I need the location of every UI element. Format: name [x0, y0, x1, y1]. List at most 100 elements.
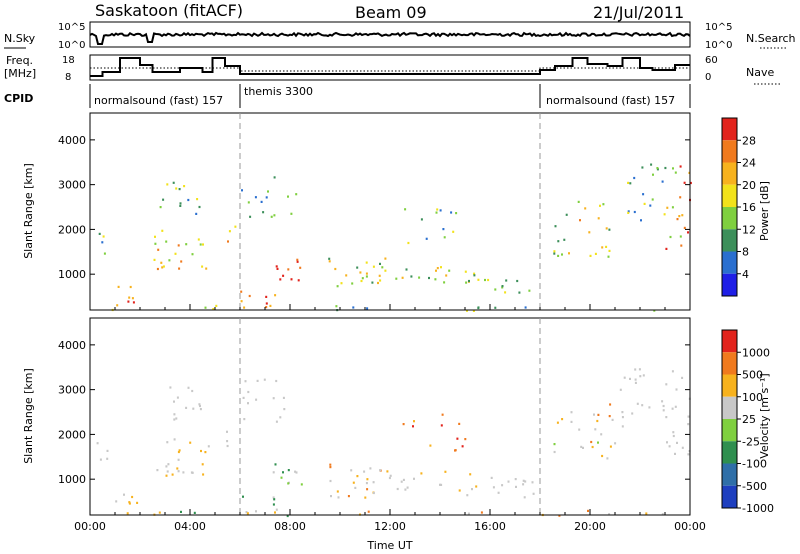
echo-cell [158, 511, 161, 514]
echo-cell [242, 396, 245, 399]
echo-cell [177, 450, 180, 454]
echo-cell [153, 258, 156, 261]
echo-cell [240, 300, 243, 303]
echo-cell [249, 215, 252, 218]
echo-cell [116, 304, 119, 307]
echo-cell [177, 458, 180, 461]
y-tick-label: 3000 [58, 179, 86, 192]
echo-cell [161, 229, 164, 232]
freq-left-tick-top: 18 [62, 55, 75, 66]
echo-cell [440, 424, 443, 427]
echo-cell [674, 171, 677, 174]
echo-cell [366, 478, 369, 481]
echo-cell [173, 413, 176, 416]
noise-left-tick-bottom: 10^0 [58, 40, 85, 51]
echo-cell [367, 510, 370, 513]
echo-cell [689, 181, 692, 185]
echo-cell [602, 203, 605, 206]
echo-cell [668, 445, 671, 448]
echo-cell [178, 267, 181, 270]
echo-cell [674, 405, 677, 408]
echo-cell [687, 453, 690, 456]
echo-cell [247, 390, 250, 394]
echo-cell [662, 409, 665, 412]
echo-cell [128, 296, 131, 299]
echo-cell [101, 241, 104, 244]
echo-cell [439, 209, 442, 212]
echo-cell [379, 469, 382, 472]
echo-cell [608, 415, 611, 418]
echo-cell [443, 281, 446, 284]
echo-cell [276, 267, 279, 270]
colorbar-tick-label: 1000 [742, 346, 770, 359]
echo-cell [299, 266, 302, 269]
echo-cell [441, 413, 444, 416]
echo-cell [445, 274, 448, 277]
echo-cell [607, 255, 610, 258]
echo-cell [99, 458, 102, 461]
colorbar-segment [722, 273, 737, 296]
echo-cell [182, 471, 185, 474]
echo-cell [484, 278, 486, 282]
echo-cell [501, 484, 504, 487]
echo-cell [599, 204, 601, 207]
echo-cell [405, 268, 408, 271]
echo-cell [366, 307, 369, 310]
echo-cell [452, 230, 455, 233]
echo-cell [156, 469, 159, 472]
echo-cell [117, 285, 120, 288]
echo-cell [597, 217, 600, 220]
echo-cell [465, 281, 468, 284]
echo-cell [201, 463, 204, 466]
echo-cell [407, 241, 410, 245]
colorbar-tick-label: 100 [742, 391, 763, 404]
echo-cell [183, 185, 186, 188]
echo-cell [255, 398, 258, 401]
echo-cell [671, 407, 674, 410]
echo-cell [678, 215, 681, 218]
echo-cell [272, 503, 275, 506]
echo-cell [334, 267, 337, 271]
echo-cell [420, 472, 423, 475]
echo-cell [477, 278, 480, 281]
echo-cell [679, 235, 682, 238]
echo-cell [279, 278, 282, 281]
echo-cell [345, 274, 348, 277]
echo-cell [639, 375, 642, 378]
echo-cell [128, 502, 131, 505]
echo-cell [175, 417, 178, 420]
echo-cell [466, 309, 468, 312]
echo-cell [514, 478, 517, 481]
noise-right-label: N.Search [746, 32, 796, 45]
echo-cell [568, 252, 570, 255]
echo-cell [642, 374, 645, 377]
echo-cell [297, 279, 300, 282]
echo-cell [384, 257, 387, 260]
echo-cell [177, 470, 180, 473]
echo-cell [172, 181, 175, 184]
echo-cell [207, 445, 210, 448]
echo-cell [351, 282, 354, 285]
cpid-segment-1: normalsound (fast) 157 [94, 94, 223, 107]
colorbar-tick-label: -25 [742, 435, 760, 448]
colorbar-segment [722, 118, 737, 141]
echo-cell [282, 396, 285, 399]
echo-cell [234, 225, 237, 228]
echo-cell [244, 380, 247, 383]
echo-cell [505, 279, 508, 282]
echo-cell [629, 182, 632, 185]
echo-cell [177, 244, 180, 247]
echo-cell [640, 219, 642, 222]
y-tick-label: 4000 [58, 339, 86, 352]
echo-cell [584, 207, 587, 210]
echo-cell [553, 250, 556, 253]
echo-cell [364, 496, 367, 499]
echo-cell [226, 440, 229, 443]
y-tick-label: 2000 [58, 223, 86, 236]
echo-cell [365, 261, 368, 264]
echo-cell [461, 445, 464, 448]
echo-cell [649, 204, 652, 207]
power-frame [89, 112, 691, 311]
echo-cell [454, 449, 456, 452]
echo-cell [330, 495, 332, 498]
